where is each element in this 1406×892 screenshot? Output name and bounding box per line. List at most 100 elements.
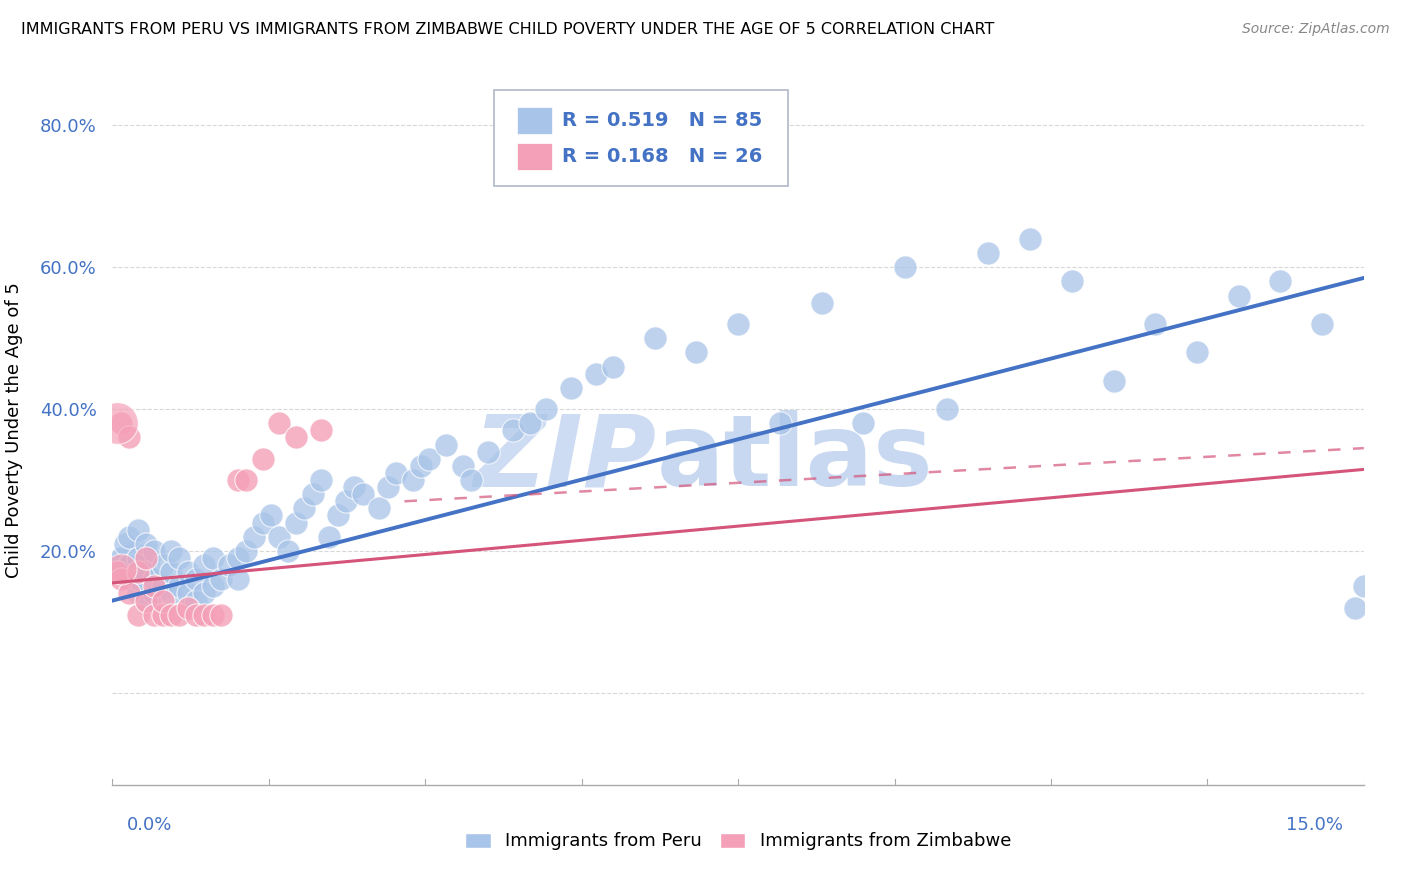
Point xyxy=(1185,345,1208,359)
Point xyxy=(209,607,232,622)
Point xyxy=(160,566,183,580)
Point xyxy=(277,544,299,558)
Text: IMMIGRANTS FROM PERU VS IMMIGRANTS FROM ZIMBABWE CHILD POVERTY UNDER THE AGE OF : IMMIGRANTS FROM PERU VS IMMIGRANTS FROM … xyxy=(21,22,994,37)
Point xyxy=(118,586,141,600)
Point xyxy=(1353,579,1375,593)
Point xyxy=(343,480,366,494)
Point xyxy=(894,260,917,275)
Point xyxy=(285,516,308,530)
Point xyxy=(160,586,183,600)
Point xyxy=(176,586,198,600)
Point xyxy=(152,593,174,607)
Point xyxy=(143,544,166,558)
Point xyxy=(226,473,249,487)
Point xyxy=(352,487,374,501)
Point xyxy=(131,555,153,569)
Point xyxy=(602,359,624,374)
Point xyxy=(411,458,433,473)
Point xyxy=(309,473,332,487)
Point xyxy=(201,551,224,566)
Point xyxy=(127,586,149,600)
Point xyxy=(184,607,207,622)
Point xyxy=(260,508,283,523)
Point xyxy=(243,530,266,544)
Point xyxy=(418,451,440,466)
Point xyxy=(122,562,145,576)
FancyBboxPatch shape xyxy=(494,90,789,186)
Point xyxy=(977,246,1000,260)
Point xyxy=(167,551,190,566)
Point xyxy=(769,417,792,431)
Point xyxy=(167,579,190,593)
Point xyxy=(269,530,291,544)
Point xyxy=(1144,317,1167,331)
Point xyxy=(301,487,323,501)
Bar xyxy=(516,107,551,134)
Point xyxy=(1344,600,1367,615)
Point xyxy=(127,566,149,580)
Text: 15.0%: 15.0% xyxy=(1285,816,1343,834)
Point xyxy=(585,367,607,381)
Point xyxy=(810,295,832,310)
Point xyxy=(135,566,157,580)
Point xyxy=(160,607,183,622)
Point xyxy=(477,444,499,458)
Text: atlas: atlas xyxy=(657,410,934,508)
Point xyxy=(135,593,157,607)
Point xyxy=(110,562,132,576)
Point xyxy=(935,402,957,417)
Point xyxy=(176,566,198,580)
Point xyxy=(1270,275,1292,289)
Text: 0.0%: 0.0% xyxy=(127,816,172,834)
Point xyxy=(118,530,141,544)
Point xyxy=(105,566,128,580)
Point xyxy=(519,417,541,431)
Point xyxy=(727,317,749,331)
Point xyxy=(377,480,399,494)
Legend: Immigrants from Peru, Immigrants from Zimbabwe: Immigrants from Peru, Immigrants from Zi… xyxy=(458,825,1018,857)
Point xyxy=(127,607,149,622)
Point xyxy=(536,402,558,417)
Point xyxy=(127,523,149,537)
Point xyxy=(143,586,166,600)
Point xyxy=(135,593,157,607)
Point xyxy=(385,466,408,480)
Text: R = 0.168   N = 26: R = 0.168 N = 26 xyxy=(562,147,762,166)
Point xyxy=(560,381,582,395)
Point xyxy=(852,417,875,431)
Point xyxy=(218,558,240,573)
Point xyxy=(201,607,224,622)
Point xyxy=(127,558,149,573)
Point xyxy=(193,558,215,573)
Point xyxy=(460,473,482,487)
Point xyxy=(269,417,291,431)
Point xyxy=(152,607,174,622)
Point xyxy=(110,551,132,566)
Point xyxy=(1102,374,1125,388)
Point xyxy=(184,593,207,607)
Point xyxy=(127,572,149,586)
Point xyxy=(292,501,315,516)
Point xyxy=(118,558,141,573)
Point xyxy=(226,572,249,586)
Bar xyxy=(516,144,551,170)
Point xyxy=(1227,288,1250,302)
Point xyxy=(368,501,391,516)
Point xyxy=(110,572,132,586)
Point xyxy=(226,551,249,566)
Point xyxy=(402,473,425,487)
Point xyxy=(1310,317,1333,331)
Point xyxy=(318,530,340,544)
Point xyxy=(118,572,141,586)
Point xyxy=(160,544,183,558)
Point xyxy=(309,423,332,437)
Point xyxy=(252,516,274,530)
Point xyxy=(143,607,166,622)
Text: R = 0.519   N = 85: R = 0.519 N = 85 xyxy=(562,111,762,130)
Point xyxy=(685,345,707,359)
Point xyxy=(143,572,166,586)
Point xyxy=(252,451,274,466)
Point xyxy=(285,430,308,444)
Point xyxy=(105,417,128,431)
Point xyxy=(335,494,357,508)
